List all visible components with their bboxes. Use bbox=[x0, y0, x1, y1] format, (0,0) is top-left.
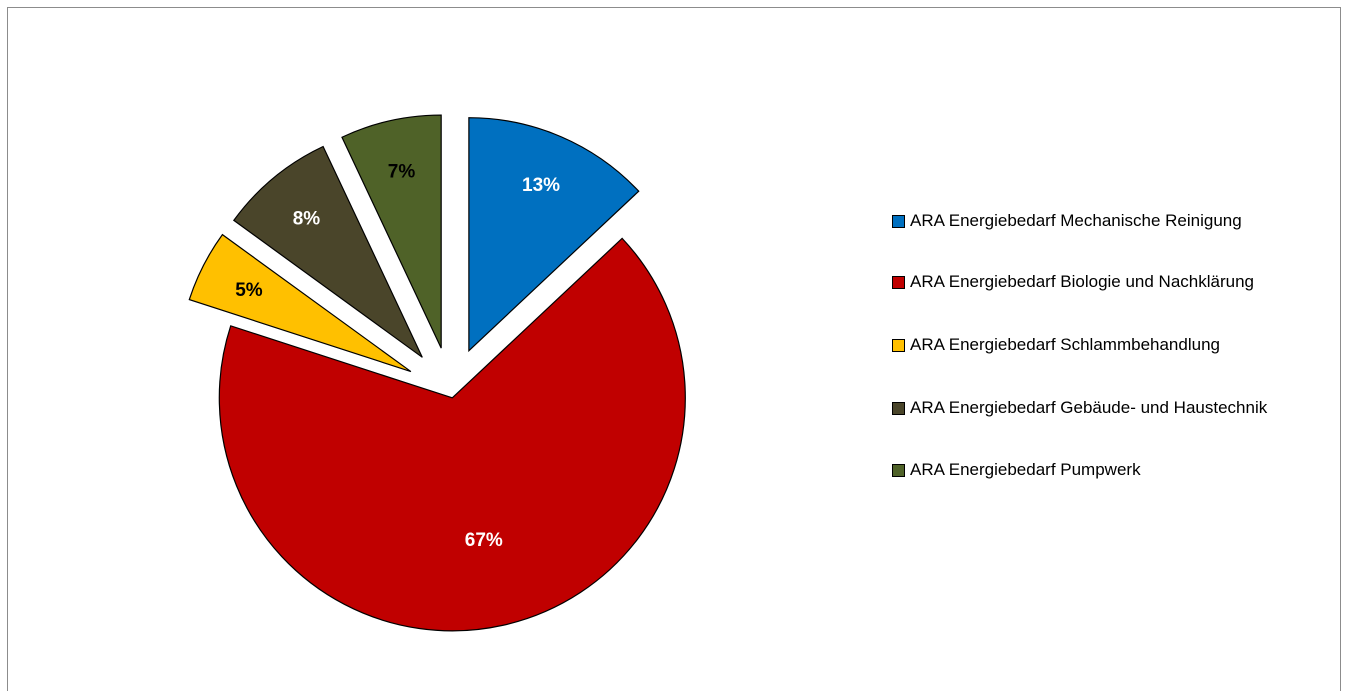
legend-item-pumpwerk: ARA Energiebedarf Pumpwerk bbox=[892, 459, 1330, 481]
pie-chart: 13% 67% 5% 8% 7% bbox=[188, 114, 686, 632]
legend-swatch-gebaeudetechnik bbox=[892, 402, 905, 415]
data-label-gebaeudetechnik: 8% bbox=[293, 208, 321, 229]
legend-item-biologie: ARA Energiebedarf Biologie und Nachkläru… bbox=[892, 271, 1330, 293]
pie-slice-gebaeudetechnik bbox=[232, 145, 423, 358]
legend-label: ARA Energiebedarf Biologie und Nachkläru… bbox=[910, 272, 1255, 291]
pie-slice-schlammbehandlung bbox=[188, 233, 412, 373]
legend-swatch-schlammbehandlung bbox=[892, 339, 905, 352]
pie-slice-mechanische-reinigung bbox=[468, 117, 640, 353]
legend-label: ARA Energiebedarf Schlammbehandlung bbox=[910, 335, 1220, 354]
legend-item-mechanische-reinigung: ARA Energiebedarf Mechanische Reinigung bbox=[892, 210, 1330, 232]
legend-swatch-biologie bbox=[892, 276, 905, 289]
data-label-pumpwerk: 7% bbox=[388, 162, 416, 183]
legend-item-schlammbehandlung: ARA Energiebedarf Schlammbehandlung bbox=[892, 334, 1330, 356]
chart-frame: 13% 67% 5% 8% 7% ARA Energiebedarf Mechanisc… bbox=[7, 7, 1341, 691]
legend-label: ARA Energiebedarf Pumpwerk bbox=[910, 460, 1141, 479]
data-label-mechanische-reinigung: 13% bbox=[522, 175, 560, 196]
data-label-schlammbehandlung: 5% bbox=[235, 280, 263, 301]
legend-item-gebaeudetechnik: ARA Energiebedarf Gebäude- und Haustechn… bbox=[892, 397, 1330, 419]
pie-slice-biologie bbox=[218, 237, 686, 632]
legend-label: ARA Energiebedarf Mechanische Reinigung bbox=[910, 211, 1242, 230]
legend-label: ARA Energiebedarf Gebäude- und Haustechn… bbox=[910, 398, 1268, 417]
legend-swatch-pumpwerk bbox=[892, 464, 905, 477]
data-label-biologie: 67% bbox=[465, 530, 503, 551]
legend-swatch-mechanische-reinigung bbox=[892, 215, 905, 228]
pie-slice-pumpwerk bbox=[341, 114, 442, 349]
